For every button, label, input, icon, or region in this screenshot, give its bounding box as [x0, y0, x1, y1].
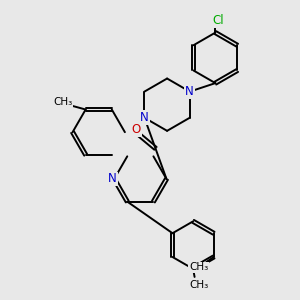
Text: CH₃: CH₃: [189, 280, 209, 290]
Text: Cl: Cl: [212, 14, 224, 27]
Text: CH₃: CH₃: [189, 262, 208, 272]
Text: N: N: [140, 111, 149, 124]
Text: N: N: [108, 172, 117, 185]
Text: CH₃: CH₃: [53, 97, 72, 107]
Text: N: N: [185, 85, 194, 98]
Text: O: O: [131, 123, 141, 136]
